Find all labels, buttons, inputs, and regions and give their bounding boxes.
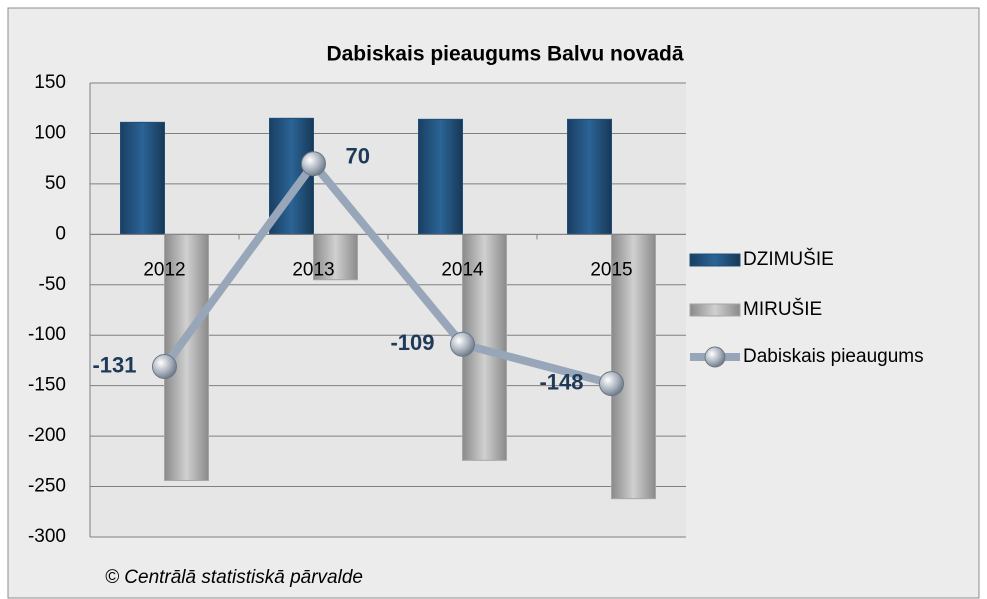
legend-marker	[704, 346, 726, 368]
y-tick-label: 100	[34, 122, 66, 143]
y-tick-label: -250	[28, 476, 66, 497]
y-tick-label: -200	[28, 425, 66, 446]
y-tick-label: 150	[34, 72, 66, 93]
y-tick-label: -100	[28, 324, 66, 345]
bar	[611, 233, 656, 500]
marker	[301, 151, 326, 177]
x-tick-label: 2012	[143, 259, 185, 280]
y-tick-label: 50	[45, 173, 66, 194]
data-label: 70	[346, 144, 370, 169]
bar	[567, 118, 612, 235]
chart-title: Dabiskais pieaugums Balvu novadā	[326, 43, 683, 66]
bar	[418, 118, 463, 235]
y-tick-label: -50	[39, 274, 66, 295]
data-label: -109	[390, 330, 434, 355]
data-label: -148	[539, 369, 583, 394]
x-tick-label: 2014	[441, 259, 484, 280]
x-tick-label: 2015	[590, 259, 632, 280]
bar	[120, 121, 165, 235]
legend-label: Dabiskais pieaugums	[743, 346, 924, 367]
legend-swatch	[689, 303, 741, 317]
x-tick-label: 2013	[292, 259, 334, 280]
marker	[450, 331, 475, 357]
legend-label: MIRUŠIE	[743, 298, 822, 320]
y-tick-label: 0	[55, 223, 66, 244]
source: © Centrālā statistiskā pārvalde	[105, 567, 363, 588]
marker	[152, 353, 177, 379]
y-tick-label: -300	[28, 526, 66, 547]
y-tick-label: -150	[28, 375, 66, 396]
marker	[599, 371, 624, 397]
line	[161, 159, 613, 388]
legend-swatch	[689, 253, 741, 267]
legend-label: DZIMUŠIE	[743, 248, 834, 270]
bar	[313, 233, 358, 281]
data-label: -131	[92, 352, 136, 377]
